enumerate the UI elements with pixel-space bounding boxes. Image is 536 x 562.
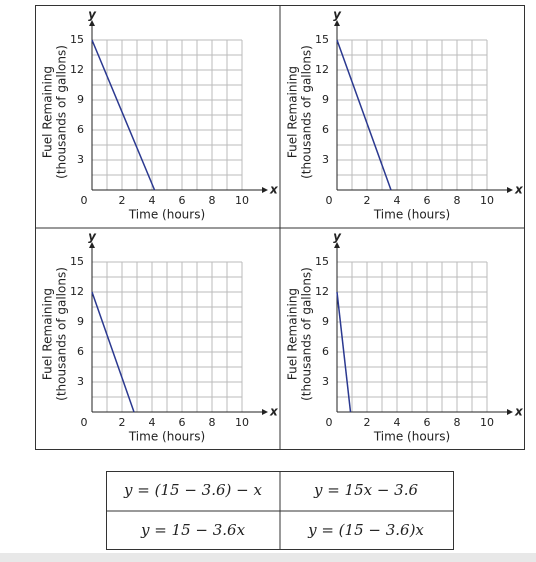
y-tick-label: 3: [77, 375, 84, 388]
y-tick-label: 6: [322, 123, 329, 136]
y-tick-label: 9: [322, 315, 329, 328]
equation[interactable]: y = (15 − 3.6)x: [307, 521, 424, 539]
x-axis-name: x: [269, 405, 279, 419]
x-tick-label: 8: [209, 416, 216, 429]
y-axis-label: (thousands of gallons): [55, 45, 69, 179]
y-tick-label: 12: [70, 285, 84, 298]
x-tick-label: 4: [149, 194, 156, 207]
y-axis-label: (thousands of gallons): [300, 45, 314, 179]
equation[interactable]: y = (15 − 3.6) − x: [123, 481, 262, 499]
x-tick-label: 10: [235, 416, 249, 429]
x-arrow: [507, 409, 513, 415]
y-tick-label: 15: [315, 33, 329, 46]
x-axis-label: Time (hours): [128, 430, 205, 444]
x-arrow: [262, 409, 268, 415]
equation[interactable]: y = 15 − 3.6x: [140, 521, 246, 539]
y-tick-label: 3: [322, 153, 329, 166]
x-axis-label: Time (hours): [373, 430, 450, 444]
x-tick-label: 4: [394, 194, 401, 207]
y-tick-label: 15: [70, 255, 84, 268]
x-tick-label: 4: [149, 416, 156, 429]
y-tick-label: 6: [77, 123, 84, 136]
y-axis-name: y: [333, 8, 342, 22]
data-line: [91, 39, 156, 191]
y-axis-label: Fuel Remaining: [286, 288, 300, 380]
y-tick-label: 6: [322, 345, 329, 358]
y-tick-label: 15: [70, 33, 84, 46]
x-tick-label: 10: [480, 416, 494, 429]
y-arrow: [334, 20, 340, 26]
x-tick-label: 8: [209, 194, 216, 207]
x-arrow: [507, 187, 513, 193]
y-axis-name: y: [333, 230, 342, 244]
x-tick-label: 2: [364, 194, 371, 207]
x-tick-label: 0: [81, 416, 88, 429]
y-tick-label: 12: [315, 285, 329, 298]
x-tick-label: 2: [119, 194, 126, 207]
y-tick-label: 9: [322, 93, 329, 106]
x-tick-label: 2: [119, 416, 126, 429]
x-axis-label: Time (hours): [373, 208, 450, 222]
y-arrow: [89, 242, 95, 248]
x-tick-label: 8: [454, 194, 461, 207]
y-axis-label: Fuel Remaining: [41, 66, 55, 158]
y-axis-name: y: [88, 230, 97, 244]
x-axis-name: x: [514, 183, 524, 197]
x-tick-label: 8: [454, 416, 461, 429]
x-tick-label: 0: [326, 194, 333, 207]
y-axis-name: y: [88, 8, 97, 22]
y-axis-label: Fuel Remaining: [41, 288, 55, 380]
data-line: [91, 291, 135, 413]
bottom-bar: [0, 553, 536, 562]
x-axis-label: Time (hours): [128, 208, 205, 222]
y-tick-label: 9: [77, 93, 84, 106]
equation[interactable]: y = 15x − 3.6: [313, 481, 419, 499]
y-tick-label: 15: [315, 255, 329, 268]
x-axis-name: x: [514, 405, 524, 419]
y-axis-label: (thousands of gallons): [55, 267, 69, 401]
x-axis-name: x: [269, 183, 279, 197]
y-tick-label: 12: [70, 63, 84, 76]
x-tick-label: 10: [480, 194, 494, 207]
x-tick-label: 6: [424, 416, 431, 429]
x-tick-label: 10: [235, 194, 249, 207]
x-tick-label: 0: [81, 194, 88, 207]
y-tick-label: 9: [77, 315, 84, 328]
x-tick-label: 6: [424, 194, 431, 207]
data-line: [336, 39, 392, 191]
y-tick-label: 12: [315, 63, 329, 76]
y-axis-label: (thousands of gallons): [300, 267, 314, 401]
y-axis-label: Fuel Remaining: [286, 66, 300, 158]
x-tick-label: 6: [179, 194, 186, 207]
data-line: [336, 291, 352, 413]
y-tick-label: 6: [77, 345, 84, 358]
y-arrow: [89, 20, 95, 26]
x-tick-label: 6: [179, 416, 186, 429]
y-tick-label: 3: [77, 153, 84, 166]
x-tick-label: 0: [326, 416, 333, 429]
y-tick-label: 3: [322, 375, 329, 388]
y-arrow: [334, 242, 340, 248]
x-tick-label: 2: [364, 416, 371, 429]
x-tick-label: 4: [394, 416, 401, 429]
x-arrow: [262, 187, 268, 193]
